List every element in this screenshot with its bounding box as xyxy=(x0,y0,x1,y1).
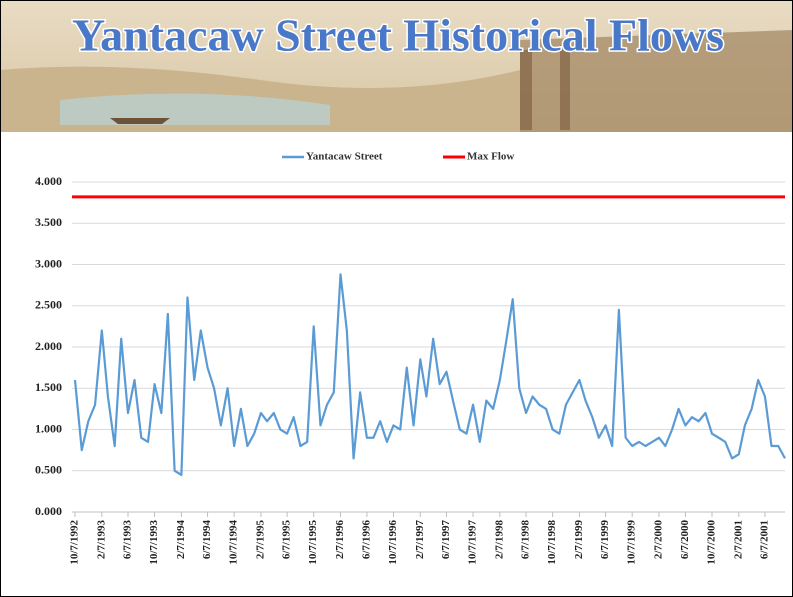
x-tick-label: 2/7/2000 xyxy=(653,520,665,560)
flow-line xyxy=(75,274,785,474)
y-tick-label: 3.000 xyxy=(35,256,62,270)
x-tick-label: 10/7/1997 xyxy=(467,520,479,565)
y-tick-label: 0.500 xyxy=(35,463,62,477)
y-tick-label: 1.000 xyxy=(35,421,62,435)
chart: Yantacaw Street Historical Flows 0.000 0.… xyxy=(0,0,793,597)
x-tick-label: 6/7/1997 xyxy=(440,520,452,560)
y-tick-label: 2.000 xyxy=(35,339,62,353)
x-tick-label: 2/7/1993 xyxy=(95,520,107,560)
x-tick-label: 6/7/1999 xyxy=(599,520,611,560)
page: Yantacaw Street Historical Flows 0.000 0.… xyxy=(0,0,793,597)
y-tick-label: 4.000 xyxy=(35,174,62,188)
x-tick-label: 6/7/1996 xyxy=(360,520,372,560)
x-tick-label: 2/7/1995 xyxy=(254,520,266,560)
x-tick-label: 6/7/1998 xyxy=(520,520,532,560)
x-tick-label: 10/7/1994 xyxy=(228,520,240,565)
legend-label: Yantacaw Street xyxy=(306,151,383,163)
chart-title: Yantacaw Street Historical Flows xyxy=(72,10,724,61)
x-tick-label: 10/7/1998 xyxy=(546,520,558,565)
x-tick-label: 10/7/1993 xyxy=(148,520,160,565)
x-tick-label: 6/7/2001 xyxy=(758,520,770,559)
legend-label: Max Flow xyxy=(467,151,514,163)
y-tick-label: 2.500 xyxy=(35,298,62,312)
x-tick-label: 2/7/1998 xyxy=(493,520,505,560)
x-tick-label: 2/7/1994 xyxy=(175,520,187,560)
x-tick-label: 2/7/2001 xyxy=(732,520,744,559)
y-tick-label: 0.000 xyxy=(35,504,62,518)
x-tick-label: 2/7/1996 xyxy=(334,520,346,560)
x-tick-label: 6/7/1993 xyxy=(122,520,134,560)
x-tick-label: 10/7/1992 xyxy=(69,520,81,565)
x-tick-label: 10/7/1996 xyxy=(387,520,399,565)
x-tick-label: 10/7/1999 xyxy=(626,520,638,565)
x-tick-label: 6/7/1995 xyxy=(281,520,293,560)
x-tick-label: 6/7/2000 xyxy=(679,520,691,560)
x-tick-label: 10/7/1995 xyxy=(307,520,319,565)
y-tick-label: 1.500 xyxy=(35,380,62,394)
x-tick-label: 10/7/2000 xyxy=(706,520,718,565)
y-tick-label: 3.500 xyxy=(35,215,62,229)
x-tick-label: 2/7/1999 xyxy=(573,520,585,560)
x-tick-label: 6/7/1994 xyxy=(201,520,213,560)
x-tick-label: 2/7/1997 xyxy=(414,520,426,560)
